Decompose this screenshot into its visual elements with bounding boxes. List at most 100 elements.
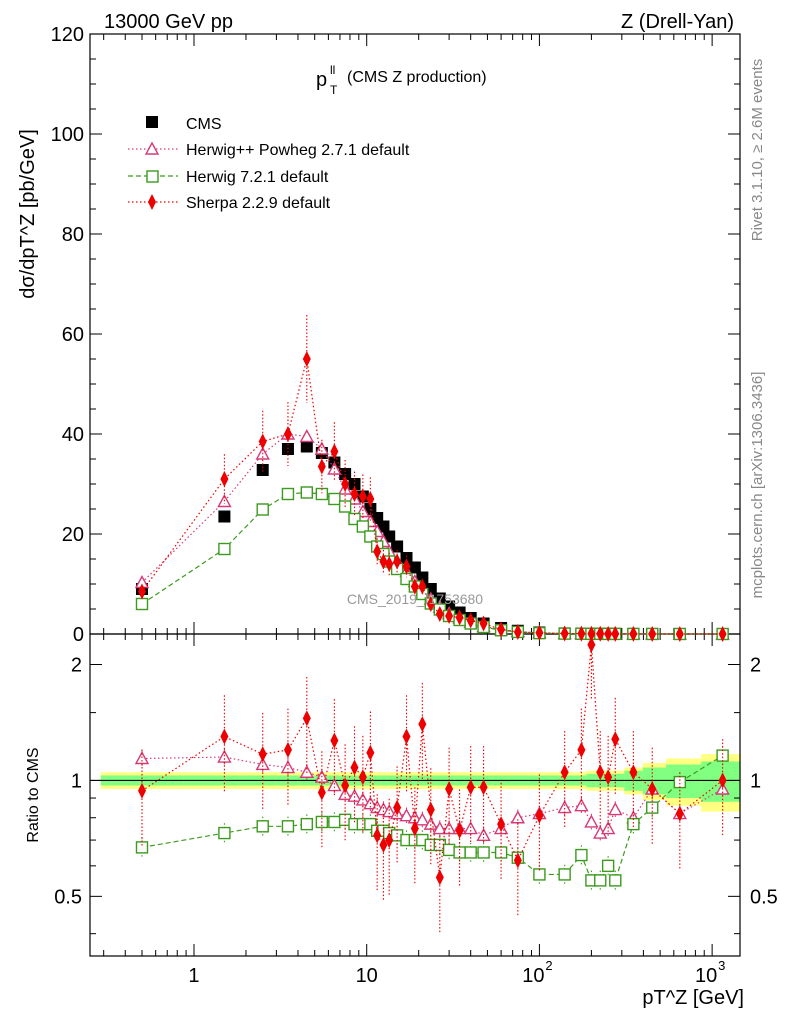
ratio-data-point [415,812,430,826]
main-data-point [402,558,411,575]
main-data-point [341,476,350,492]
main-y-tick-label: 120 [51,24,84,46]
ratio-y-tick-label-right: 2 [750,654,761,676]
main-data-point [300,486,314,499]
x-tick-label: 10 [522,965,544,987]
main-data-point [379,553,388,570]
x-tick-label: 1 [188,965,199,987]
ratio-data-point [604,769,613,786]
ratio-data-point [513,852,522,869]
main-data-point [391,540,404,553]
main-y-axis-label: dσ/dpT^Z [pb/GeV] [17,129,39,299]
main-data-point [435,606,444,622]
ratio-data-point [258,746,267,763]
ratio-data-point [442,843,456,857]
main-axis-ticks: 0 20 40 60 80 100 120 [51,24,740,646]
legend-label-sherpa: Sherpa 2.2.9 default [186,195,331,212]
ratio-data-point [466,779,475,796]
main-data-point [348,478,361,490]
main-y-tick-label: 0 [73,624,84,646]
main-data-point [137,583,146,600]
ratio-data-point [716,749,729,762]
ratio-data-point [596,764,605,781]
main-data-point [302,351,311,367]
legend-marker-herwigpp [144,141,160,155]
ratio-data-point [479,779,488,796]
main-data-point [350,486,359,502]
ratio-data-point [584,814,599,828]
main-data-point [629,625,638,642]
main-y-tick-label: 20 [62,524,84,546]
legend-marker-cms [146,116,158,128]
main-data-point [648,625,657,642]
header-energy-label: 13000 GeV pp [104,11,233,33]
header-process-label: Z (Drell-Yan) [621,11,734,33]
main-series-cms [135,440,729,640]
main-data-point [479,615,488,632]
legend: CMS Herwig++ Powheg 2.7.1 default Herwig… [128,116,410,212]
ratio-data-point [379,836,388,853]
ratio-data-point [675,805,684,822]
analysis-watermark: CMS_2019_I1753680 [347,591,483,607]
mcplots-reference-text: mcplots.cern.ch [arXiv:1306.3436] [749,372,766,599]
main-data-point [497,621,506,638]
ratio-data-point [718,772,727,789]
main-y-tick-label: 40 [62,424,84,446]
main-data-point [377,520,390,533]
ratio-data-point [587,636,596,653]
main-data-point [135,597,149,611]
ratio-data-point [220,728,229,745]
ratio-data-point [350,759,359,776]
main-data-point [385,556,394,572]
ratio-data-point [445,780,454,797]
plot-title-rest: (CMS Z production) [347,69,487,86]
ratio-data-point [410,820,419,837]
main-data-point [218,510,231,523]
main-data-point [356,520,370,533]
ratio-data-point [137,782,146,799]
legend-label-herwigpp: Herwig++ Powheg 2.7.1 default [186,142,410,159]
plot-title-main: p [316,69,327,91]
main-data-point [300,440,313,453]
ratio-data-point [256,820,269,833]
main-data-point [455,609,464,626]
main-data-point [373,543,382,560]
ratio-data-point [300,817,314,831]
ratio-y-tick-label: 1 [71,770,82,792]
ratio-data-point [629,764,638,781]
ratio-data-point [575,848,588,862]
main-data-point [220,471,229,487]
main-data-point [513,624,522,640]
ratio-data-point [558,868,571,881]
ratio-data-point [366,744,375,761]
main-data-point [283,426,292,442]
main-data-point [604,625,613,642]
main-series-herwig-7-2-1-default [135,486,729,641]
main-data-point [445,608,454,624]
ratio-data-point [399,808,414,822]
ratio-y-tick-label-right: 1 [750,770,761,792]
main-data-point [281,487,295,501]
main-data-point [256,464,269,476]
main-data-point [611,625,620,642]
main-data-point [408,561,421,574]
plot-title-sup: ll [330,63,335,77]
x-tick-label: 10 [356,965,378,987]
ratio-data-point [426,801,435,818]
ratio-data-point [218,826,231,840]
rivet-version-text: Rivet 3.1.10, ≥ 2.6M events [749,59,766,242]
ratio-data-point [435,869,444,886]
ratio-data-point [494,846,508,859]
main-data-point [218,542,231,556]
ratio-y-tick-label-right: 0.5 [750,886,778,908]
main-y-tick-label: 60 [62,324,84,346]
ratio-data-point [317,784,326,801]
main-data-point [418,578,427,595]
plot-title-sub: T [330,83,338,97]
main-data-point [400,552,413,564]
x-tick-label-exponent: 3 [718,958,725,973]
legend-marker-herwig7 [146,170,159,183]
ratio-plot-frame [89,633,741,957]
main-data-point [358,488,367,505]
main-data-point [560,625,569,642]
